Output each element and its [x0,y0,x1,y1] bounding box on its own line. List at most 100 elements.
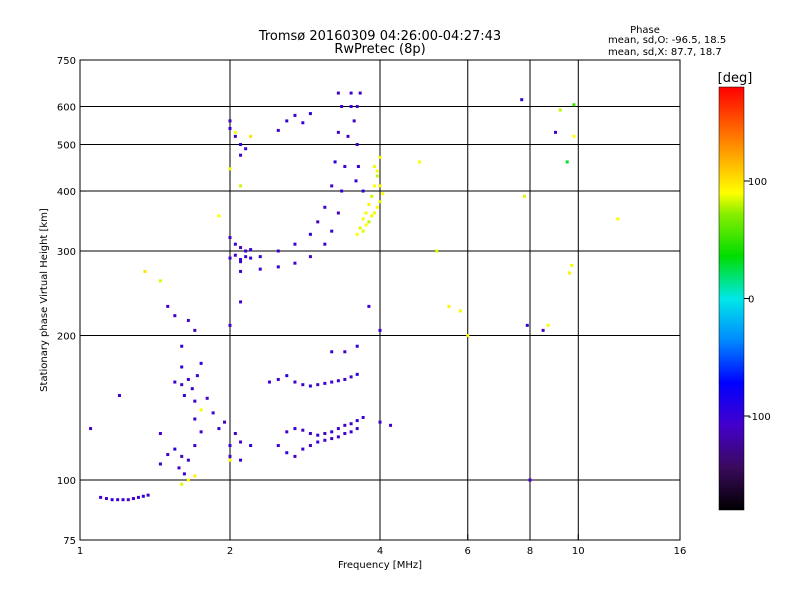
data-point [340,189,344,193]
data-point [136,495,140,499]
data-point [323,438,327,442]
data-point [572,103,576,107]
data-point [301,121,305,125]
y-tick-label: 100 [57,476,76,487]
data-point [330,380,334,384]
data-point [567,271,571,275]
data-point [356,164,360,168]
data-point [343,423,347,427]
data-point [361,229,365,233]
data-point [301,447,305,451]
data-point [336,91,340,95]
data-point [375,169,379,173]
data-point [239,440,243,444]
data-point [355,143,359,147]
data-point [228,256,232,260]
data-point [285,119,289,123]
x-tick-label: 8 [527,546,533,557]
data-point [323,381,327,385]
colorbar [718,86,745,511]
data-point [223,420,227,424]
data-point [233,432,237,436]
data-point [239,143,243,147]
data-point [361,217,365,221]
data-point [180,482,184,486]
data-point [293,427,297,431]
data-point [343,432,347,436]
data-point [367,202,371,206]
data-point [131,497,135,501]
data-point [364,223,368,227]
data-point [323,242,327,246]
data-point [447,304,451,308]
data-point [308,432,312,436]
data-point [186,377,190,381]
data-point [343,377,347,381]
data-point [293,261,297,265]
y-tick-label: 300 [57,247,76,258]
data-point [316,383,320,387]
data-point [116,498,120,502]
data-point [343,350,347,354]
x-tick-label: 1 [77,546,83,557]
data-point [173,380,177,384]
data-point [180,365,184,369]
grid-lines [80,60,680,540]
data-point [126,498,130,502]
data-point [205,396,209,400]
data-point [373,164,377,168]
data-point [308,232,312,236]
data-point [346,134,350,138]
data-point [355,427,359,431]
data-point [330,437,334,441]
chart-title: Tromsø 20160309 04:26:00-04:27:43 [258,29,501,44]
data-point [378,200,382,204]
data-point [186,458,190,462]
data-point [370,194,374,198]
data-point [177,466,181,470]
data-point [173,314,177,318]
data-point [249,444,253,448]
data-point [244,147,248,151]
data-point [121,498,125,502]
data-point [182,472,186,476]
data-point [249,256,253,260]
data-point [308,444,312,448]
data-point [301,428,305,432]
data-point [193,417,197,421]
data-point [308,384,312,388]
data-point [146,493,150,497]
data-point [228,323,232,327]
data-point [367,304,371,308]
data-point [104,497,108,501]
data-point [173,447,177,451]
colorbar-tick-label: 0 [748,295,754,306]
data-point [373,211,377,215]
data-point [217,427,221,431]
data-point [285,430,289,434]
y-tick-label: 200 [57,332,76,343]
data-point [323,432,327,436]
data-point [333,160,337,164]
data-point [358,91,362,95]
data-point [228,236,232,240]
stats-line-o: mean, sd,O: -96.5, 18.5 [608,35,726,46]
data-point [199,430,203,434]
data-point [520,98,524,102]
data-point [293,242,297,246]
data-points [89,91,620,502]
data-point [89,427,93,431]
data-point [523,194,527,198]
data-point [323,205,327,209]
data-point [233,253,237,257]
data-point [143,269,147,273]
data-point [293,113,297,117]
data-point [572,134,576,138]
data-point [558,108,562,112]
data-point [244,255,248,259]
data-point [193,474,197,478]
data-point [349,105,353,109]
data-point [367,220,371,224]
data-point [308,255,312,259]
